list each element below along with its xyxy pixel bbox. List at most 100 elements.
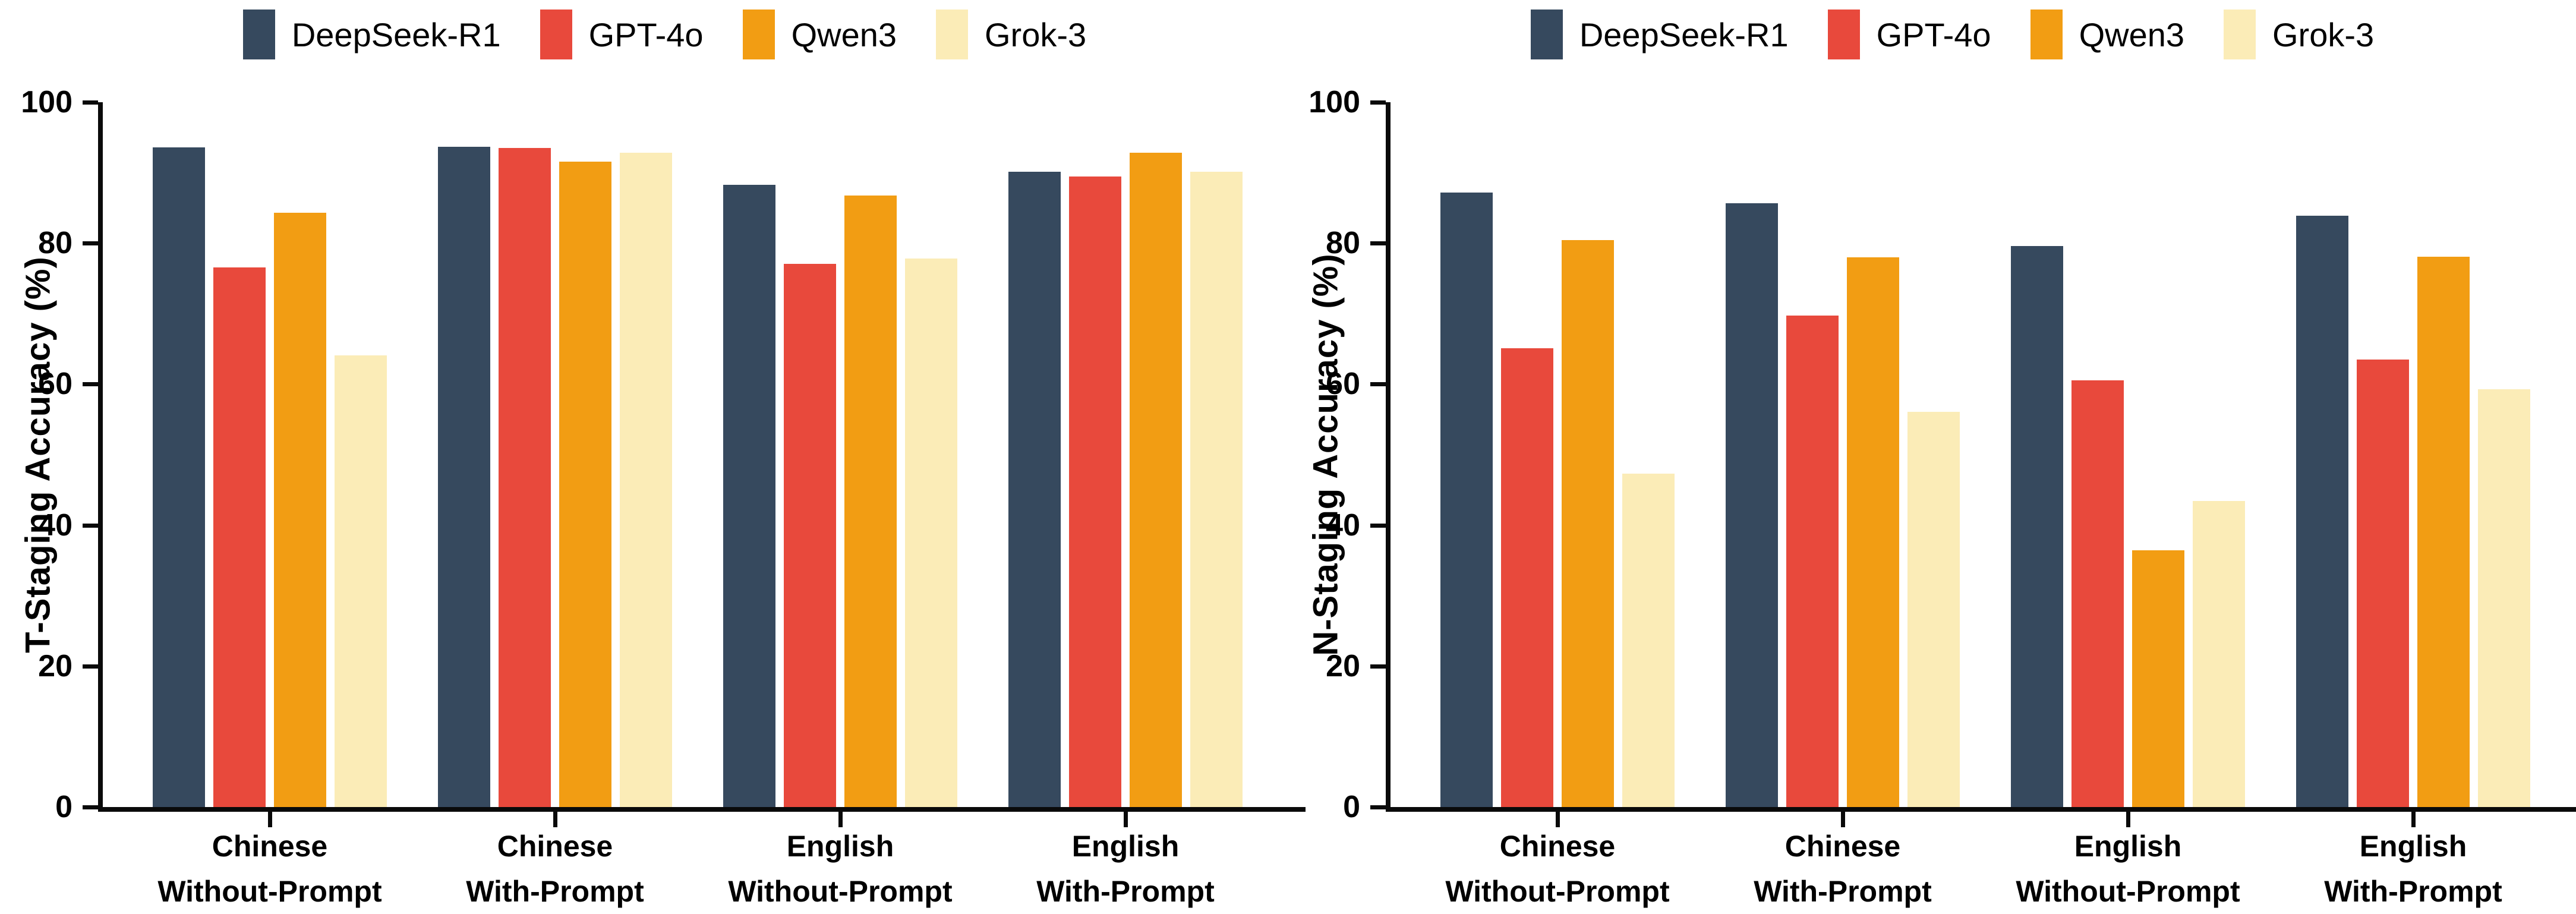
legend-item: Grok-3	[2224, 10, 2374, 59]
y-tick-label: 80	[1326, 226, 1360, 261]
legend-swatch	[540, 10, 572, 59]
legend-item: GPT-4o	[1827, 10, 1991, 59]
bar-grok-3	[1907, 411, 1960, 807]
legend-label: GPT-4o	[1876, 15, 1991, 53]
x-category-label: English With-Prompt	[2187, 824, 2576, 914]
bar-gpt-4o	[2357, 359, 2409, 807]
bar-group	[1008, 102, 1243, 807]
bar-grok-3	[335, 355, 387, 807]
bar-deepseek-r1	[1008, 172, 1061, 807]
bar-deepseek-r1	[2011, 245, 2063, 807]
y-tick-mark	[1370, 523, 1386, 528]
y-tick-label: 0	[55, 790, 72, 824]
bar-deepseek-r1	[438, 146, 490, 807]
bar-gpt-4o	[2071, 380, 2124, 807]
bar-grok-3	[905, 259, 957, 807]
x-tick-mark	[553, 812, 557, 827]
bar-qwen3	[1847, 257, 1899, 807]
legend-item: GPT-4o	[540, 10, 704, 59]
bar-qwen3	[1130, 153, 1182, 807]
bar-gpt-4o	[784, 263, 836, 807]
y-tick-label: 20	[1326, 648, 1360, 683]
legend-swatch	[2224, 10, 2256, 59]
plot-area	[1386, 102, 2576, 812]
x-category-line1: Chinese	[1784, 830, 1901, 863]
bar-grok-3	[1190, 172, 1243, 807]
y-tick-label: 40	[1326, 508, 1360, 543]
legend-label: DeepSeek-R1	[1579, 15, 1789, 53]
x-category-line2: With-Prompt	[1036, 875, 1215, 908]
legend-swatch	[2030, 10, 2063, 59]
x-tick-mark	[1841, 812, 1845, 827]
bar-gpt-4o	[1501, 348, 1553, 807]
bar-group	[1726, 102, 1960, 807]
y-tick-mark	[83, 664, 98, 669]
x-category-line1: English	[2359, 830, 2467, 863]
legend-item: Grok-3	[936, 10, 1086, 59]
legend-swatch	[242, 10, 275, 59]
legend-label: Grok-3	[985, 15, 1087, 53]
x-category-line1: English	[2074, 830, 2182, 863]
x-tick-mark	[1124, 812, 1128, 827]
legend-item: Qwen3	[2030, 10, 2184, 59]
bar-gpt-4o	[1786, 316, 1839, 807]
legend-label: GPT-4o	[588, 15, 704, 53]
x-tick-mark	[2126, 812, 2130, 827]
y-tick-mark	[83, 523, 98, 528]
x-category-line1: English	[1071, 830, 1180, 863]
x-category-line1: English	[786, 830, 894, 863]
n-staging-panel: DeepSeek-R1 GPT-4o Qwen3 Grok-3 N-Staging A…	[1288, 0, 2576, 908]
legend-label: Qwen3	[2079, 15, 2184, 53]
legend-swatch	[1827, 10, 1860, 59]
legend-label: Grok-3	[2272, 15, 2375, 53]
y-tick-mark	[83, 805, 98, 809]
x-tick-mark	[838, 812, 843, 827]
y-tick-label: 60	[38, 367, 72, 402]
t-staging-panel: DeepSeek-R1 GPT-4o Qwen3 Grok-3 T-Staging A…	[0, 0, 1306, 908]
bar-qwen3	[844, 195, 897, 807]
legend-swatch	[1530, 10, 1563, 59]
bar-qwen3	[559, 161, 611, 807]
y-tick-label: 0	[1343, 790, 1360, 824]
y-tick-mark	[1370, 382, 1386, 387]
x-tick-mark	[2411, 812, 2416, 827]
legend-swatch	[936, 10, 968, 59]
bar-group	[153, 102, 387, 807]
y-tick-mark	[83, 382, 98, 387]
bar-group	[2011, 102, 2245, 807]
bar-grok-3	[620, 153, 672, 807]
plot-area	[98, 102, 1306, 812]
y-tick-label: 80	[38, 226, 72, 261]
x-category-label: English With-Prompt	[900, 824, 1351, 914]
legend-swatch	[742, 10, 775, 59]
bar-grok-3	[1622, 474, 1675, 807]
x-category-line2: With-Prompt	[2324, 875, 2502, 908]
bar-group	[1440, 102, 1675, 807]
x-tick-mark	[1556, 812, 1560, 827]
y-tick-mark	[1370, 664, 1386, 669]
y-tick-label: 100	[1309, 85, 1360, 119]
bar-deepseek-r1	[2296, 215, 2348, 807]
bar-group	[723, 102, 957, 807]
legend: DeepSeek-R1 GPT-4o Qwen3 Grok-3	[1329, 7, 2575, 62]
bar-group	[438, 102, 672, 807]
y-tick-label: 40	[38, 508, 72, 543]
x-category-line1: Chinese	[212, 830, 328, 863]
y-tick-mark	[83, 241, 98, 246]
y-tick-mark	[1370, 805, 1386, 809]
x-category-line1: Chinese	[1499, 830, 1616, 863]
bar-qwen3	[274, 213, 326, 807]
bar-qwen3	[1562, 240, 1614, 807]
bar-qwen3	[2132, 550, 2184, 807]
legend-label: Qwen3	[791, 15, 897, 53]
bar-deepseek-r1	[723, 184, 775, 807]
y-axis-title: N-Staging Accuracy (%)	[1306, 253, 1345, 656]
bar-group	[2296, 102, 2530, 807]
bar-grok-3	[2478, 389, 2530, 807]
bar-deepseek-r1	[1726, 203, 1778, 807]
y-tick-label: 100	[21, 85, 72, 119]
y-tick-label: 60	[1326, 367, 1360, 402]
legend-label: DeepSeek-R1	[291, 15, 501, 53]
legend-item: DeepSeek-R1	[1530, 10, 1789, 59]
